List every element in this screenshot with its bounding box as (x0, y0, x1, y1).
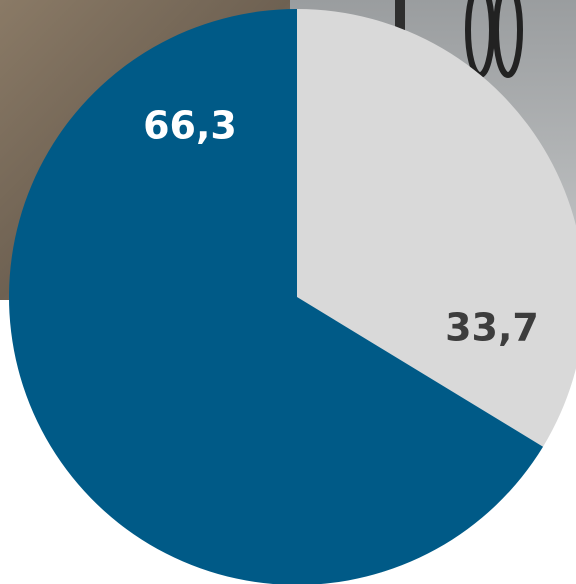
pie-slice (297, 9, 576, 447)
data-label: 66,3 (143, 104, 237, 148)
pie: 33,7 66,3 (9, 9, 576, 584)
data-label: 33,7 (445, 306, 539, 350)
pie-slice (9, 9, 544, 584)
